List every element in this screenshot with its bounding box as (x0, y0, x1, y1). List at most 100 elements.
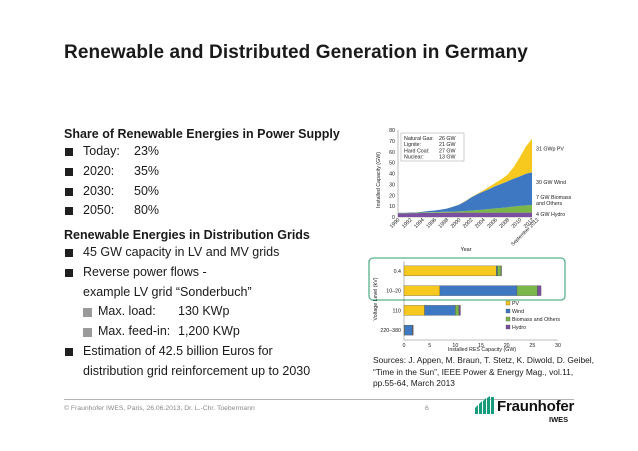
legend-label: Wind (512, 309, 524, 315)
bar-x-axis-label: Installed RES Capacity (GW) (448, 347, 517, 353)
bar-category-label: 10–20 (386, 289, 401, 295)
highlight-box (368, 257, 566, 301)
area-x-tick-label: 1994 (413, 217, 426, 230)
estimation-item: Estimation of 42.5 billion Euros for (64, 342, 310, 362)
share-item: Today: 23% (64, 142, 159, 162)
area-x-tick-label: 1998 (438, 217, 451, 230)
bar-segment-hydro (412, 324, 414, 336)
annotation-label: Lignite: (404, 142, 421, 148)
bar-segment-hydro (500, 265, 502, 277)
area-x-ticks: 1990 1992 1994 1996 1998 2000 2002 2004 2006 2008… (389, 217, 541, 248)
bullet-square-icon (65, 347, 73, 356)
bar-x-tick-label: 15 (478, 343, 484, 349)
area-x-tick-label: 2002 (462, 217, 475, 230)
capacity-area-chart: Installed Capacity (GW) 0 10 20 30 40 50 60 70 8… (376, 128, 572, 253)
annotation-value: 13 GW (439, 155, 455, 161)
charts-figure: Installed Capacity (GW) 0102030405060708… (368, 128, 572, 353)
logo-sub: IWES (549, 415, 569, 424)
bar-segment-wind (424, 305, 456, 316)
bar-x-tick-label: 10 (452, 343, 458, 349)
area-layer-biomass-and-others (398, 205, 532, 214)
bar-segment-pv (403, 305, 425, 316)
area-x-axis-label: Year (460, 247, 471, 253)
bar-y-axis-label: Voltage Level (kV) (373, 277, 379, 320)
footer-divider (64, 399, 574, 400)
area-y-tick-label: 50 (389, 161, 395, 167)
bullet-square-icon (65, 249, 73, 257)
area-series-label: 7 GW Biomass (536, 195, 572, 201)
sources-line: pp.55-64, March 2013 (373, 378, 455, 389)
page-number: 6 (425, 405, 429, 412)
bar-segment-hydro (458, 305, 461, 316)
area-x-tick-label: 1996 (425, 217, 438, 230)
annotation-value: 27 GW (439, 148, 455, 154)
legend-label: PV (512, 301, 520, 307)
annotation-label: Nuclear: (404, 155, 424, 161)
area-x-tick-label: 1992 (401, 217, 414, 230)
bar-segment-wind (439, 285, 518, 296)
fraunhofer-stripes-icon (475, 396, 494, 414)
annotation-rows: Natural Gas: 26 GW Lignite: 21 GW Hard Coal:… (404, 136, 455, 161)
bar-x-tick-label: 20 (504, 343, 510, 349)
max-feedin-item: Max. feed-in: 1,200 KWp (64, 322, 310, 342)
area-y-tick-label: 20 (389, 193, 395, 199)
capacity-item: 45 GW capacity in LV and MV grids (64, 243, 310, 263)
bar-segment-wind (496, 265, 498, 277)
sub-bullet-square-icon (83, 308, 92, 318)
area-x-tick-label: 2008 (498, 217, 511, 230)
area-x-tick-label: 2004 (474, 217, 487, 230)
area-layers (398, 138, 532, 217)
share-heading: Share of Renewable Energies in Power Sup… (64, 127, 340, 141)
bullet-square-icon (65, 167, 73, 176)
area-layer-hydro (398, 212, 532, 217)
conventional-capacity-box: Natural Gas: 26 GW Lignite: 21 GW Hard Coal:… (400, 132, 465, 162)
annotation-value: 21 GW (439, 142, 455, 148)
area-y-tick-label: 30 (389, 182, 395, 188)
area-y-tick-label: 10 (389, 204, 395, 210)
legend-swatch (505, 308, 511, 314)
bar-segment-pv (403, 265, 497, 277)
max-load-item: Max. load: 130 KWp (64, 302, 310, 322)
share-item: 2030: 50% (64, 182, 159, 202)
bar-x-tick-label: 25 (529, 343, 535, 349)
bar-x-ticks: 0 5 10 15 20 25 30 (403, 343, 561, 349)
bar-segment-biomass-and-others (455, 305, 460, 316)
bar-legend: PV Wind Biomass and Others Hydro (505, 300, 560, 331)
sources-citation: Sources: J. Appen, M. Braun, T. Stetz, K… (373, 355, 613, 390)
annotation-value: 26 GW (439, 136, 455, 142)
area-layer-wind (398, 172, 532, 213)
share-item: 2020: 35% (64, 162, 159, 182)
legend-swatch (505, 300, 511, 306)
area-y-tick-label: 80 (389, 128, 395, 134)
bar-category-label: 110 (393, 308, 401, 314)
bar-segment-pv (403, 285, 441, 296)
legend-swatch (505, 324, 511, 330)
bar-segment-biomass-and-others (516, 285, 538, 296)
bullet-square-icon (65, 207, 73, 216)
legend-label: Biomass and Others (512, 317, 560, 323)
share-item: 2050: 80% (64, 201, 159, 221)
area-series-label: 4 GW Hydro (536, 212, 565, 218)
slide-title: Renewable and Distributed Generation in … (64, 42, 528, 63)
bar-segment-wind (404, 324, 413, 336)
bar-category-label: 220–380 (380, 328, 401, 334)
annotation-label: Hard Coal: (404, 148, 429, 154)
bullet-square-icon (65, 187, 73, 196)
area-x-tick-label: 2010 (511, 217, 524, 230)
estimation-continuation: distribution grid reinforcement up to 20… (83, 363, 311, 378)
voltage-bar-chart: Voltage Level (kV) 0.4 10–20 110 220–380 0 5… (373, 261, 561, 353)
area-x-tick-label: 2006 (486, 217, 499, 230)
distribution-list: 45 GW capacity in LV and MV grids Revers… (64, 243, 310, 382)
annotation-box (400, 132, 465, 162)
area-x-tick-label: 2000 (450, 217, 463, 230)
bullet-square-icon (65, 268, 73, 277)
reverse-flow-item: Reverse power flows - (64, 263, 310, 283)
bar-segment-biomass-and-others (497, 265, 502, 277)
legend-swatch (505, 316, 511, 322)
annotation-label: Natural Gas: (404, 136, 434, 142)
area-series-label: 30 GW Wind (536, 180, 566, 186)
area-y-tick-label: 0 (392, 215, 395, 221)
logo-name: Fraunhofer (497, 398, 575, 415)
bar-x-tick-label: 30 (555, 343, 561, 349)
